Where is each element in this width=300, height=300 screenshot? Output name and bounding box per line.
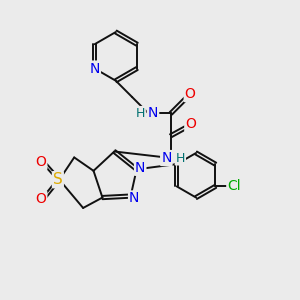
- Text: N: N: [161, 151, 172, 165]
- Text: O: O: [35, 192, 46, 206]
- Text: H: H: [176, 152, 185, 164]
- Text: H: H: [136, 107, 145, 120]
- Text: O: O: [185, 117, 196, 131]
- Text: N: N: [89, 61, 100, 76]
- Text: N: N: [135, 161, 146, 175]
- Text: Cl: Cl: [227, 179, 241, 194]
- Text: N: N: [148, 106, 158, 120]
- Text: O: O: [35, 155, 46, 169]
- Text: O: O: [185, 87, 196, 101]
- Text: N: N: [129, 191, 140, 206]
- Text: S: S: [53, 172, 63, 187]
